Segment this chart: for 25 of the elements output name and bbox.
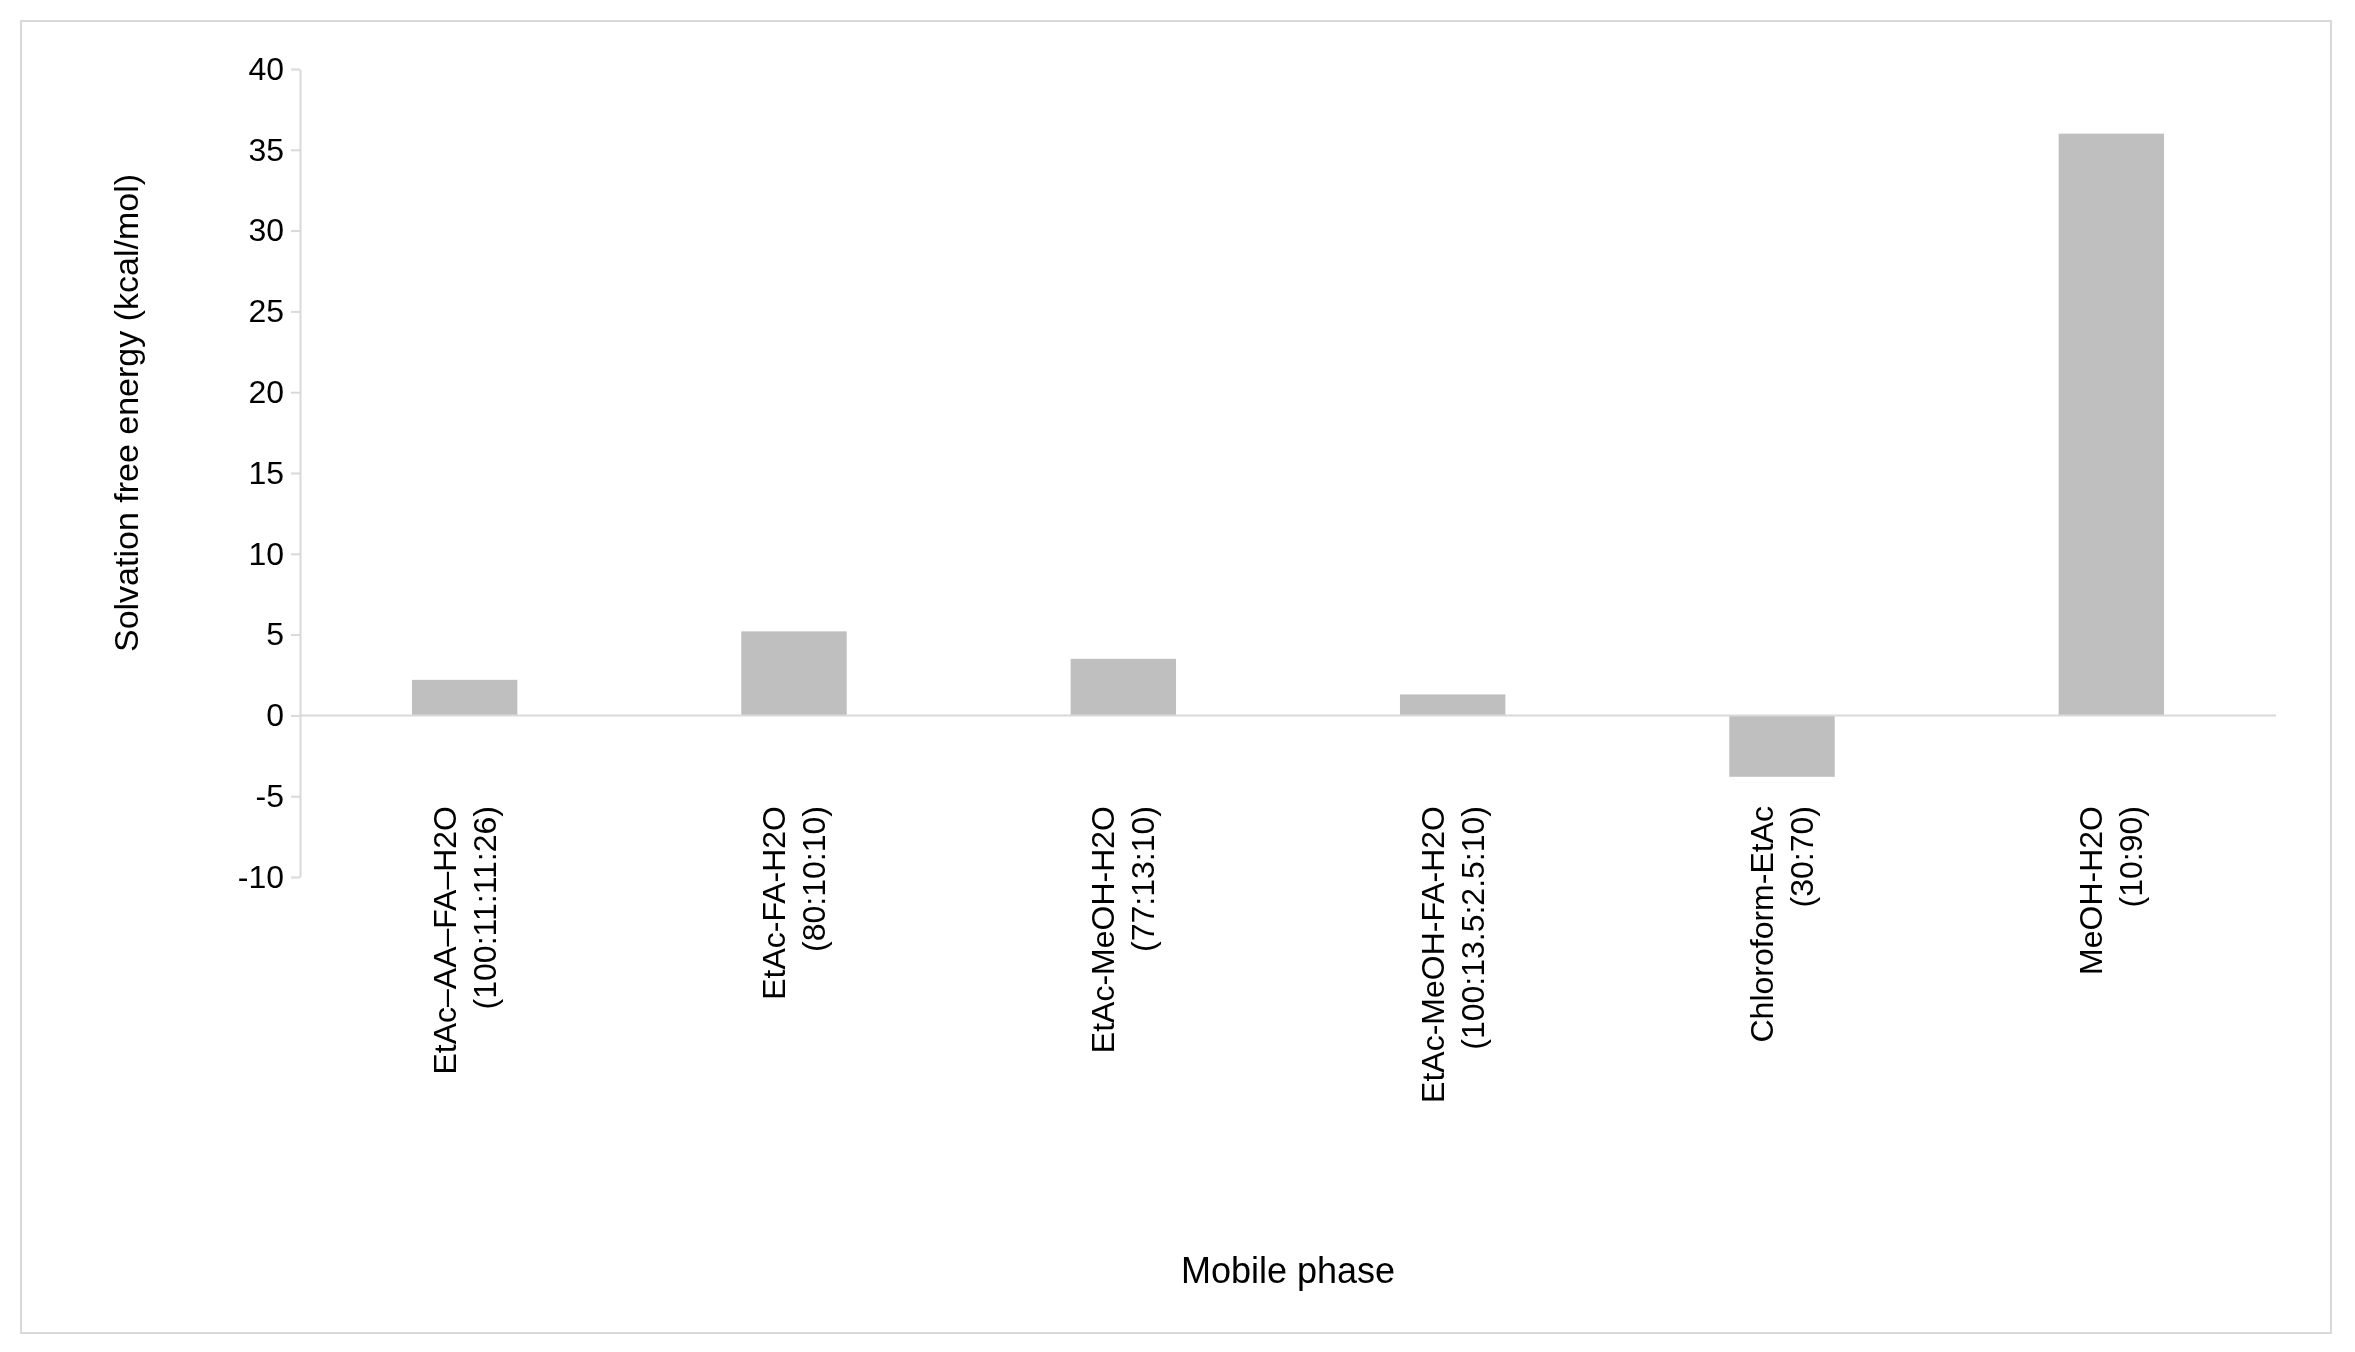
bar [1070,658,1177,716]
bar [1729,715,1835,777]
y-tick-label: -5 [255,777,284,814]
y-tick-label: 0 [266,697,284,734]
y-tick-label: 35 [248,131,284,168]
bar [741,631,847,716]
x-tick-label: EtAc–AA–FA–H2O (100:11:11:26) [426,806,503,1075]
y-axis-title: Solvation free energy (kcal/mol) [107,173,145,653]
x-tick-label: EtAc-MeOH-FA-H2O (100:13.5:2.5:10) [1414,806,1491,1103]
bar [2058,133,2165,716]
y-tick-label: 40 [248,50,284,87]
y-tick-label: 5 [266,616,284,653]
x-tick-label: EtAc-MeOH-H2O (77:13:10) [1085,806,1162,1054]
x-tick-label: EtAc-FA-H2O (80:10:10) [756,806,832,1000]
y-tick-label: -10 [237,858,284,895]
y-tick-label: 10 [248,535,284,572]
x-axis-title: Mobile phase [1180,1250,1396,1291]
y-tick-label: 30 [248,212,284,249]
y-tick-label: 15 [248,454,284,491]
y-tick-label: 20 [248,373,284,410]
bar [411,679,518,716]
y-tick-label: 25 [248,293,284,330]
x-tick-label: MeOH-H2O (10:90) [2073,806,2150,975]
bar [1399,694,1506,716]
x-tick-label: Chloroform-EtAc (30:70) [1744,806,1820,1043]
